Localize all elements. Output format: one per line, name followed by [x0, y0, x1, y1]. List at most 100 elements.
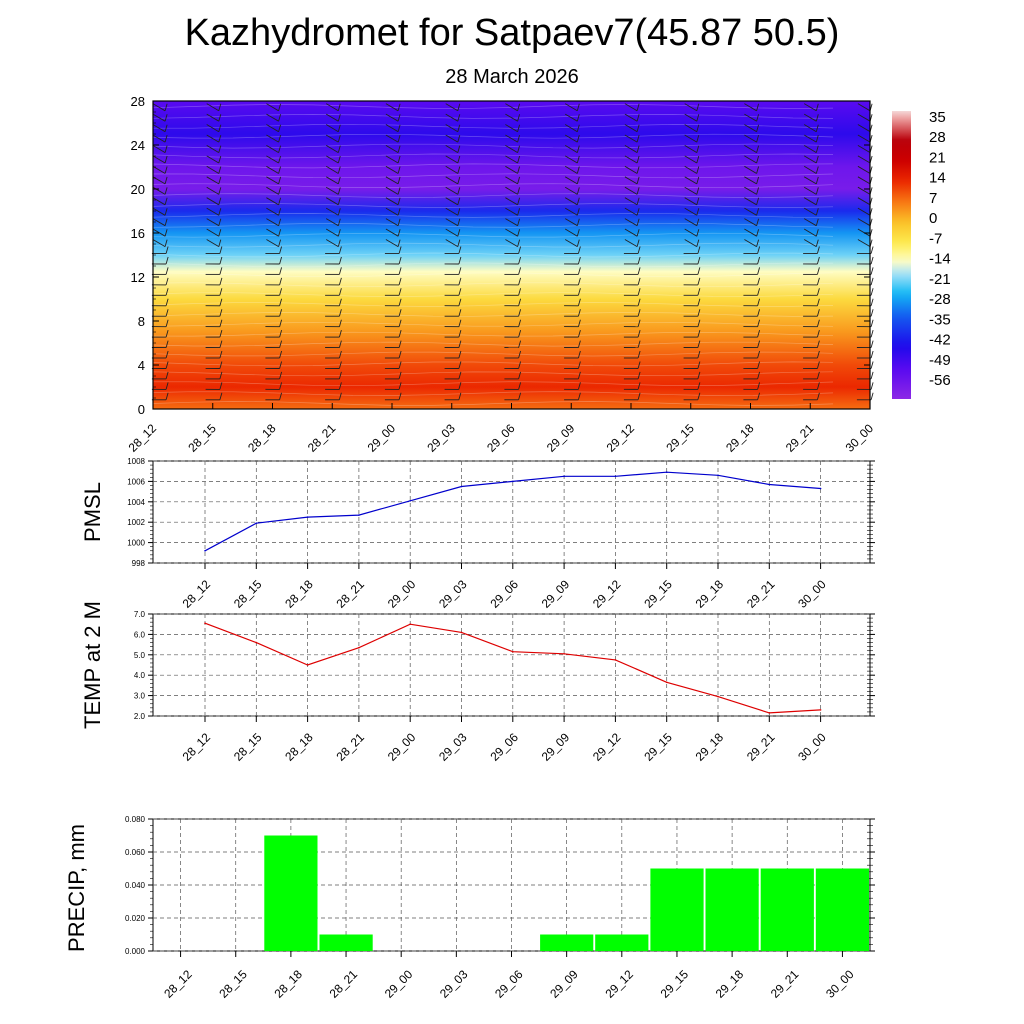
- wind-barb-flag: [397, 229, 401, 237]
- wind-barb: [857, 155, 871, 164]
- x-tick-label: 28_21: [334, 730, 368, 764]
- wind-barb: [624, 228, 638, 237]
- y-tick-label: 1006: [127, 477, 145, 486]
- wind-barb-flag: [458, 319, 462, 327]
- wind-barb-flag: [278, 103, 282, 111]
- wind-barb: [206, 145, 220, 153]
- wind-barb: [624, 207, 638, 216]
- wind-barb-flag: [219, 392, 223, 400]
- x-tick-label: 29_18: [723, 421, 757, 455]
- pmsl-point: [665, 471, 668, 474]
- wind-barb-flag: [398, 319, 402, 327]
- wind-barb-flag: [338, 246, 342, 254]
- wind-barb-flag: [517, 239, 521, 247]
- wind-barb: [152, 239, 166, 247]
- colorbar-label: -7: [929, 230, 942, 247]
- wind-barb: [505, 113, 518, 122]
- wind-barb-flag: [696, 197, 700, 205]
- wind-barb: [206, 239, 220, 247]
- wind-barb-flag: [636, 239, 640, 247]
- wind-barb-flag: [815, 103, 819, 111]
- x-tick-label: 28_12: [161, 967, 195, 1001]
- wind-barb-flag: [518, 361, 522, 369]
- x-tick-label: 28_18: [282, 577, 316, 611]
- wind-barb-flag: [397, 197, 401, 205]
- wind-barb-flag: [518, 350, 522, 359]
- wind-barb: [857, 145, 871, 153]
- wind-barb-flag: [458, 371, 462, 380]
- wind-barb-flag: [397, 145, 401, 153]
- wind-barb-flag: [337, 197, 341, 205]
- pmsl-point: [306, 516, 309, 518]
- wind-barb-flag: [757, 350, 761, 359]
- temp-point: [409, 623, 412, 625]
- wind-barb-flag: [815, 176, 819, 185]
- x-tick-label: 29_21: [783, 421, 817, 455]
- colorbar-label: -14: [929, 251, 951, 268]
- contour-line: [152, 351, 834, 357]
- y-axis-label: PRECIP, mm: [64, 824, 89, 952]
- wind-barb-flag: [870, 256, 874, 265]
- x-tick-label: 29_18: [693, 577, 727, 611]
- wind-barb: [266, 197, 279, 206]
- wind-barb-flag: [815, 239, 819, 247]
- y-tick-label: 0.060: [125, 848, 146, 857]
- wind-barb-flag: [165, 288, 169, 296]
- wind-barb-flag: [577, 246, 581, 254]
- wind-barb-flag: [577, 319, 581, 327]
- y-tick-label: 4.0: [134, 671, 146, 680]
- wind-barb-flag: [518, 382, 522, 390]
- wind-barb: [803, 186, 817, 195]
- colorbar-label: -49: [929, 352, 951, 369]
- wind-barb: [445, 155, 459, 164]
- wind-barb: [803, 176, 817, 185]
- wind-barb-flag: [517, 124, 521, 132]
- wind-barb: [152, 124, 166, 133]
- wind-barb-flag: [696, 208, 700, 216]
- wind-barb: [564, 103, 578, 112]
- contour-line: [152, 193, 834, 198]
- wind-barb-flag: [815, 166, 819, 174]
- wind-barb: [325, 239, 339, 247]
- wind-barb-flag: [577, 277, 581, 286]
- colorbar-label: 0: [929, 210, 937, 227]
- y-tick-label: 28: [131, 94, 145, 109]
- wind-barb: [445, 239, 459, 247]
- y-tick-label: 7.0: [134, 610, 146, 619]
- wind-barb: [564, 197, 578, 206]
- wind-barb: [684, 186, 698, 195]
- wind-barb-flag: [815, 114, 819, 122]
- wind-barb-flag: [815, 218, 819, 226]
- wind-barb: [505, 134, 518, 143]
- wind-barb-flag: [518, 256, 522, 265]
- wind-barb-flag: [637, 267, 641, 275]
- wind-barb-flag: [576, 103, 580, 111]
- temp-point: [665, 681, 668, 684]
- wind-barb-flag: [337, 166, 341, 174]
- contour-line: [152, 203, 834, 208]
- x-tick-label: 29_03: [436, 577, 470, 611]
- wind-barb-flag: [636, 187, 640, 195]
- wind-barb-flag: [218, 166, 222, 174]
- wind-barb: [385, 134, 399, 143]
- wind-barb-flag: [165, 319, 169, 327]
- wind-barb-flag: [397, 187, 401, 195]
- wind-barb-flag: [756, 218, 760, 226]
- x-tick-label: 29_00: [365, 421, 399, 455]
- temp-point: [819, 709, 822, 711]
- wind-barb-flag: [757, 309, 761, 317]
- wind-barb: [857, 197, 871, 206]
- wind-barb: [206, 197, 220, 206]
- wind-barb-flag: [815, 208, 819, 216]
- contour-line: [152, 262, 834, 268]
- wind-barb: [445, 186, 459, 195]
- precip-bar: [815, 868, 869, 951]
- wind-barb-flag: [815, 187, 819, 195]
- x-tick-label: 29_21: [744, 730, 778, 764]
- wind-barb-flag: [518, 288, 522, 296]
- wind-barb-flag: [518, 329, 522, 338]
- wind-barb-flag: [164, 145, 168, 153]
- wind-barb-flag: [458, 350, 462, 359]
- wind-barb-flag: [518, 392, 522, 400]
- wind-barb: [803, 228, 817, 237]
